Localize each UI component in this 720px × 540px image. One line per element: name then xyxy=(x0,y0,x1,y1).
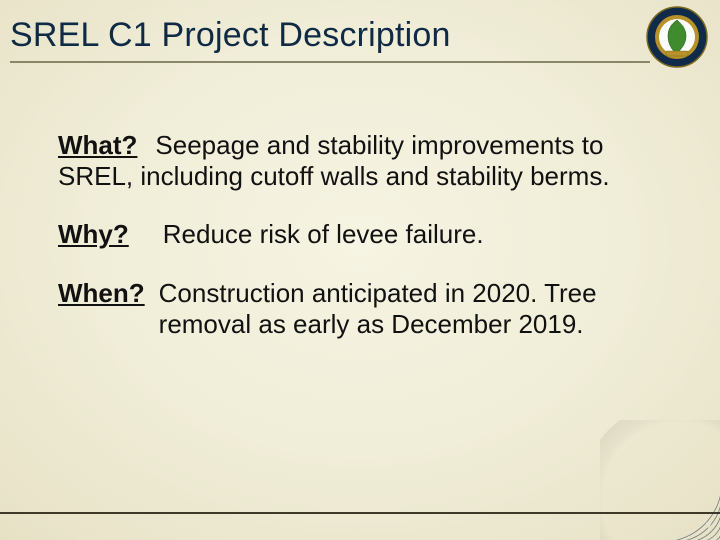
question-label: When? xyxy=(58,278,145,339)
answer-text: Construction anticipated in 2020. Tree r… xyxy=(159,278,662,339)
item-what: What?Seepage and stability improvements … xyxy=(58,130,662,191)
page-title: SREL C1 Project Description xyxy=(10,16,650,59)
title-underline xyxy=(10,61,650,63)
content-area: What?Seepage and stability improvements … xyxy=(58,130,662,367)
item-why: Why? Reduce risk of levee failure. xyxy=(58,219,662,250)
question-label: Why? xyxy=(58,219,129,249)
title-block: SREL C1 Project Description xyxy=(10,16,650,63)
answer-text: Seepage and stability improvements to SR… xyxy=(58,130,610,191)
corner-decoration xyxy=(600,420,720,540)
item-when: When? Construction anticipated in 2020. … xyxy=(58,278,662,339)
answer-text: Reduce risk of levee failure. xyxy=(163,219,484,249)
agency-seal-icon xyxy=(646,6,708,68)
question-label: What? xyxy=(58,130,137,160)
corner-arcs-icon xyxy=(602,422,720,540)
page-number: 7 xyxy=(705,520,712,534)
footer-rule xyxy=(0,512,720,514)
